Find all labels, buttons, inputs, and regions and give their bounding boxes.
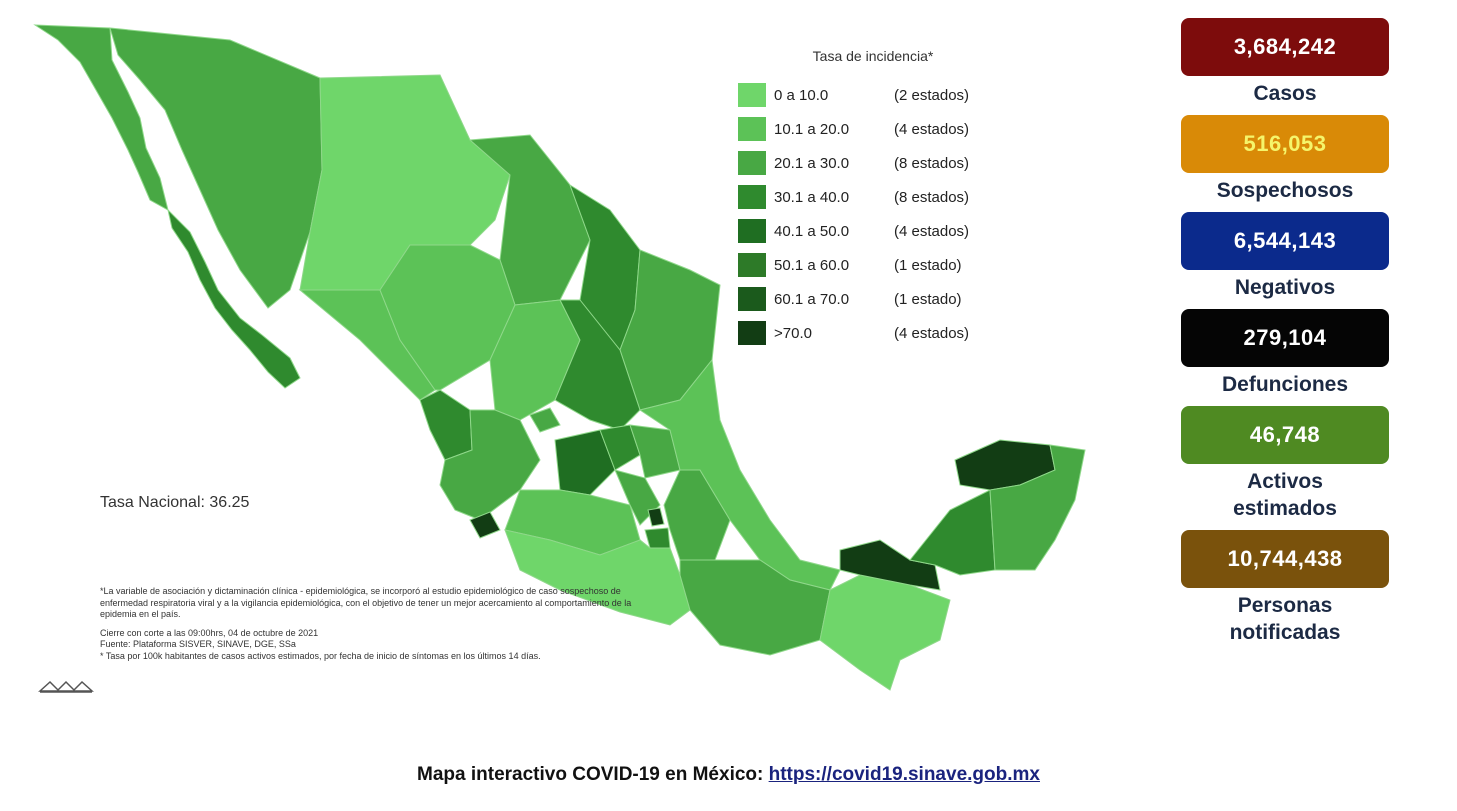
legend-range: >70.0 xyxy=(774,324,812,342)
footer: Mapa interactivo COVID-19 en México: htt… xyxy=(0,764,1457,786)
logo-icon xyxy=(38,680,94,693)
stat-value: 3,684,242 xyxy=(1181,18,1389,76)
state-cdmx[interactable] xyxy=(647,507,665,527)
state-nayarit[interactable] xyxy=(419,389,473,461)
stat-label: Sospechosos xyxy=(1216,179,1354,202)
legend-range: 40.1 a 50.0 xyxy=(774,222,850,240)
footer-link[interactable]: https://covid19.sinave.gob.mx xyxy=(768,764,1040,785)
legend-item: 40.1 a 50.0 (4 estados) xyxy=(738,214,998,248)
state-baja-california[interactable] xyxy=(33,24,169,211)
stat-card: 516,053 Sospechosos xyxy=(1150,115,1420,212)
state-tabasco[interactable] xyxy=(839,539,941,591)
state-colima[interactable] xyxy=(469,511,501,539)
state-veracruz[interactable] xyxy=(638,358,841,591)
state-chiapas[interactable] xyxy=(819,574,951,691)
state-baja-california-sur[interactable] xyxy=(167,208,301,389)
legend-item: 10.1 a 20.0 (4 estados) xyxy=(738,112,998,146)
legend-item: 50.1 a 60.0 (1 estado) xyxy=(738,248,998,282)
state-guanajuato[interactable] xyxy=(554,429,616,496)
legend-item: >70.0 (4 estados) xyxy=(738,316,998,350)
legend-count: (4 estados) xyxy=(894,324,970,342)
note-cutoff: Cierre con corte a las 09:00hrs, 04 de o… xyxy=(100,627,319,638)
legend-range: 0 a 10.0 xyxy=(774,86,829,104)
legend-count: (8 estados) xyxy=(894,154,970,172)
legend-swatch xyxy=(738,287,766,311)
notes: *La variable de asociación y dictaminaci… xyxy=(100,586,660,662)
legend-range: 20.1 a 30.0 xyxy=(774,154,850,172)
legend-item: 60.1 a 70.0 (1 estado) xyxy=(738,282,998,316)
legend-swatch xyxy=(738,219,766,243)
legend-range: 10.1 a 20.0 xyxy=(774,120,850,138)
tasa-nacional: Tasa Nacional: 36.25 xyxy=(100,494,250,511)
stat-label: Negativos xyxy=(1234,276,1336,299)
state-quintana-roo[interactable] xyxy=(989,444,1086,571)
legend-range: 60.1 a 70.0 xyxy=(774,290,850,308)
stat-card: 3,684,242 Casos xyxy=(1150,18,1420,115)
legend-item: 30.1 a 40.0 (8 estados) xyxy=(738,180,998,214)
legend-swatch xyxy=(738,185,766,209)
note-methodology: *La variable de asociación y dictaminaci… xyxy=(100,586,632,619)
state-hidalgo[interactable] xyxy=(629,424,681,479)
stat-value: 516,053 xyxy=(1181,115,1389,173)
stat-value: 6,544,143 xyxy=(1181,212,1389,270)
stat-label: Defunciones xyxy=(1221,373,1349,396)
legend-count: (4 estados) xyxy=(894,222,970,240)
stat-card: 279,104 Defunciones xyxy=(1150,309,1420,406)
stat-card: 46,748 Activos estimados xyxy=(1150,406,1420,530)
legend: Tasa de incidencia* 0 a 10.0 (2 estados) 1… xyxy=(738,48,998,350)
legend-swatch xyxy=(738,321,766,345)
stat-label: Casos xyxy=(1253,82,1317,105)
legend-item: 0 a 10.0 (2 estados) xyxy=(738,78,998,112)
legend-count: (2 estados) xyxy=(894,86,970,104)
state-campeche[interactable] xyxy=(909,489,996,576)
legend-count: (4 estados) xyxy=(894,120,970,138)
legend-item: 20.1 a 30.0 (8 estados) xyxy=(738,146,998,180)
legend-range: 50.1 a 60.0 xyxy=(774,256,850,274)
note-source: Fuente: Plataforma SISVER, SINAVE, DGE, … xyxy=(100,639,296,649)
footer-text: Mapa interactivo COVID-19 en México: xyxy=(417,764,769,785)
legend-swatch xyxy=(738,253,766,277)
stat-label: Personas notificadas xyxy=(1229,594,1341,644)
note-rate: * Tasa por 100k habitantes de casos acti… xyxy=(100,650,541,661)
legend-range: 30.1 a 40.0 xyxy=(774,188,850,206)
stats-panel: 3,684,242 Casos 516,053 Sospechosos 6,544,14… xyxy=(1150,18,1420,654)
legend-swatch xyxy=(738,151,766,175)
legend-count: (8 estados) xyxy=(894,188,970,206)
stat-card: 10,744,438 Personas notificadas xyxy=(1150,530,1420,654)
state-jalisco[interactable] xyxy=(439,409,541,521)
stat-value: 279,104 xyxy=(1181,309,1389,367)
stat-label: Activos estimados xyxy=(1233,470,1337,520)
legend-swatch xyxy=(738,117,766,141)
legend-swatch xyxy=(738,83,766,107)
stat-value: 46,748 xyxy=(1181,406,1389,464)
state-aguascalientes[interactable] xyxy=(529,407,561,433)
legend-title: Tasa de incidencia* xyxy=(812,48,934,64)
legend-count: (1 estado) xyxy=(894,256,962,274)
stat-card: 6,544,143 Negativos xyxy=(1150,212,1420,309)
legend-count: (1 estado) xyxy=(894,290,962,308)
state-morelos[interactable] xyxy=(644,527,671,549)
stat-value: 10,744,438 xyxy=(1181,530,1389,588)
